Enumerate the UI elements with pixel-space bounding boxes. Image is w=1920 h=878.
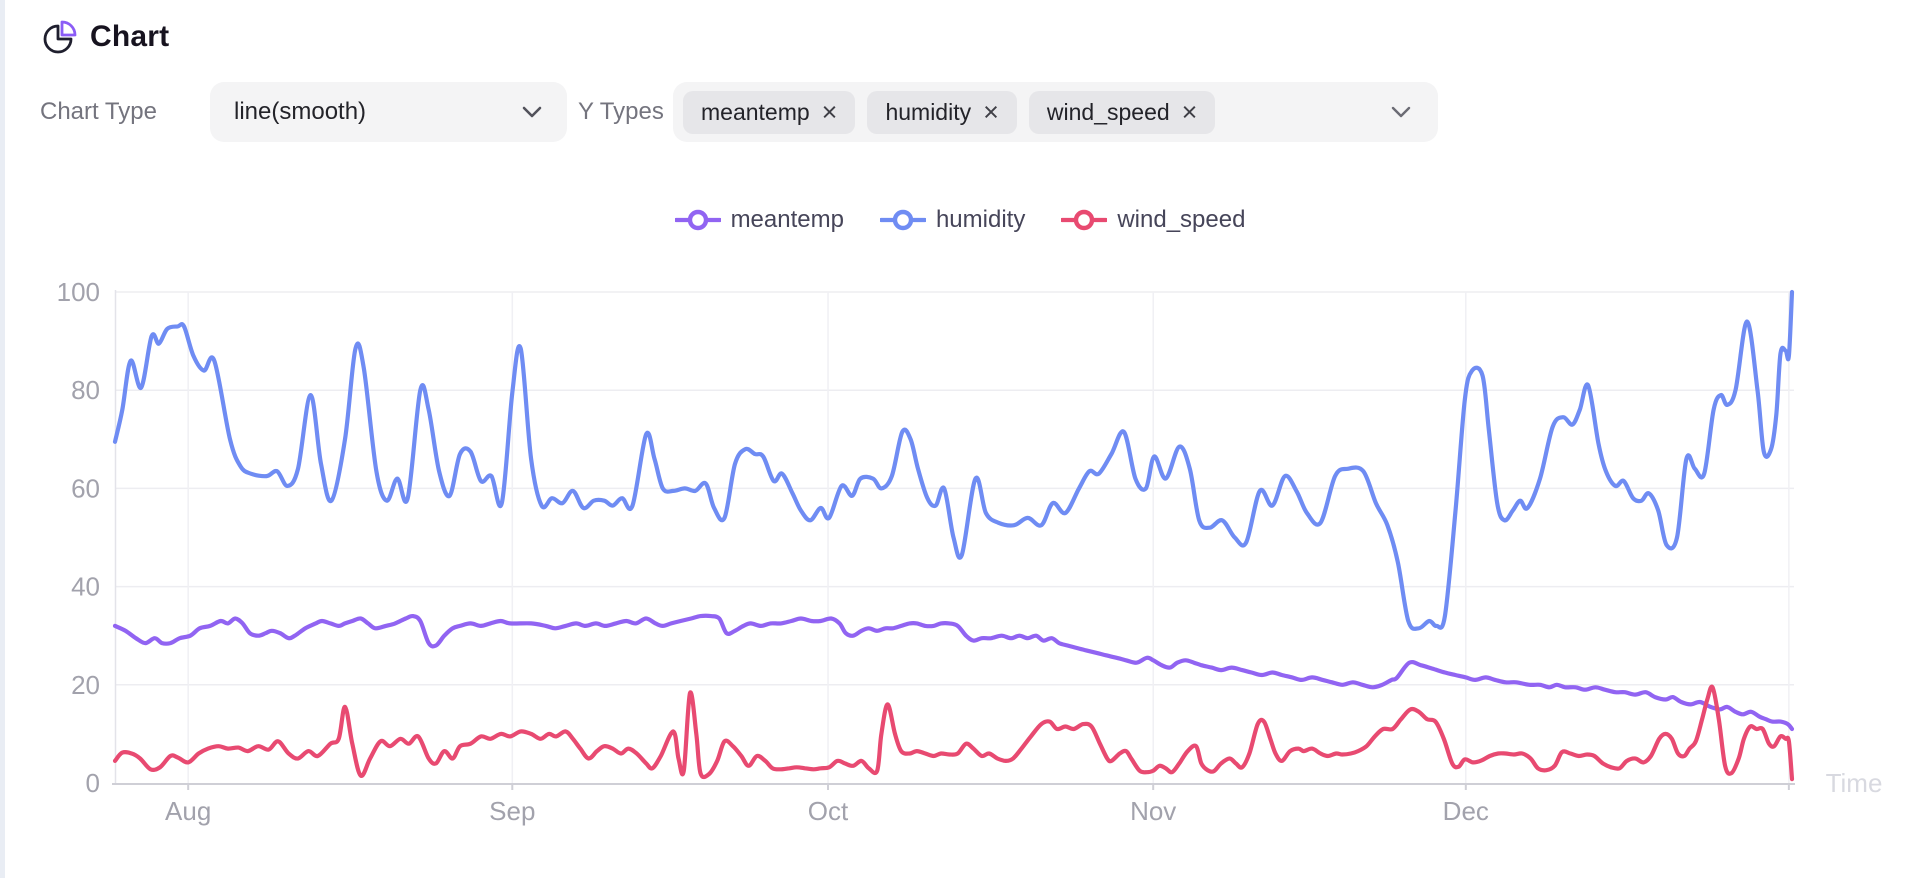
x-axis-tick-label: Oct	[808, 796, 849, 826]
y-type-chip-meantemp[interactable]: meantemp ×	[683, 90, 856, 134]
x-axis-tick-label: Aug	[165, 796, 211, 826]
y-type-chip-humidity[interactable]: humidity ×	[867, 90, 1017, 134]
legend-item-humidity[interactable]: humidity	[879, 206, 1026, 234]
legend-marker-icon	[1061, 209, 1108, 231]
chart-type-label: Chart Type	[40, 98, 157, 125]
series-line-humidity	[112, 289, 1795, 631]
x-axis-tick-label: Dec	[1443, 796, 1489, 826]
page-title: Chart	[90, 20, 170, 53]
chevron-down-icon	[521, 105, 543, 119]
x-axis-name-time: Time	[1826, 768, 1883, 798]
chip-label: meantemp	[701, 98, 810, 125]
y-types-multiselect[interactable]: meantemp × humidity × wind_speed ×	[673, 82, 1438, 142]
legend-marker-icon	[674, 209, 721, 231]
y-axis-tick-label: 60	[71, 473, 100, 503]
y-axis-tick-label: 40	[71, 572, 100, 602]
legend-label: humidity	[935, 206, 1026, 233]
legend-marker-icon	[879, 209, 926, 231]
y-axis-tick-label: 100	[57, 277, 100, 307]
x-axis-tick-label: Nov	[1130, 796, 1176, 826]
app-header: Chart	[40, 18, 169, 56]
legend-item-meantemp[interactable]: meantemp	[674, 206, 844, 234]
legend-item-wind_speed[interactable]: wind_speed	[1061, 206, 1245, 234]
chevron-down-icon[interactable]	[1390, 105, 1412, 119]
remove-icon[interactable]: ×	[1181, 96, 1198, 127]
y-axis-tick-label: 20	[71, 670, 100, 700]
y-axis-tick-label: 0	[86, 768, 100, 798]
legend-label: wind_speed	[1117, 206, 1246, 233]
y-types-label: Y Types	[578, 98, 664, 125]
chip-label: wind_speed	[1046, 98, 1170, 125]
chart-type-select[interactable]: line(smooth)	[210, 82, 567, 142]
chart-legend: meantemp humidity wind_speed	[0, 206, 1920, 234]
chart-type-value: line(smooth)	[234, 98, 367, 125]
remove-icon[interactable]: ×	[983, 96, 999, 127]
controls-row: Chart Type line(smooth) Y Types meantemp…	[0, 82, 1920, 142]
series-line-meantemp	[112, 613, 1795, 732]
y-axis-tick-label: 80	[71, 375, 100, 405]
y-type-chip-wind_speed[interactable]: wind_speed ×	[1028, 90, 1216, 134]
x-axis-tick-label: Sep	[489, 796, 535, 826]
remove-icon[interactable]: ×	[821, 96, 838, 127]
legend-label: meantemp	[730, 206, 844, 233]
series-line-wind_speed	[112, 684, 1795, 782]
pie-chart-icon	[40, 18, 78, 56]
page-left-edge	[0, 0, 5, 878]
chip-label: humidity	[885, 98, 972, 125]
